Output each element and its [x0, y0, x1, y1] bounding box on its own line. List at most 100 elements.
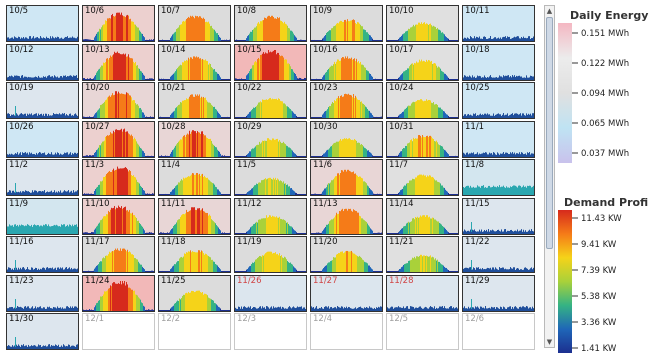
day-cell-10-31[interactable]: 10/31	[386, 120, 459, 158]
day-cell-10-5[interactable]: 10/5	[6, 5, 79, 42]
profile-bar	[38, 152, 39, 157]
day-label: 11/13	[313, 198, 338, 209]
day-cell-10-19[interactable]: 10/19	[6, 82, 79, 119]
profile-bar	[161, 194, 162, 195]
profile-bar	[184, 21, 185, 41]
day-cell-10-20[interactable]: 10/20	[82, 82, 155, 119]
day-cell-10-16[interactable]: 10/16	[310, 43, 383, 81]
profile-bar	[422, 134, 423, 157]
day-cell-10-6[interactable]: 10/6	[82, 5, 155, 42]
day-cell-10-10[interactable]: 10/10	[386, 5, 459, 42]
scroll-thumb[interactable]	[546, 17, 553, 249]
day-cell-11-9[interactable]: 11/9	[6, 197, 79, 235]
day-cell-11-10[interactable]: 11/10	[82, 197, 155, 235]
profile-bar	[317, 271, 318, 272]
day-cell-10-17[interactable]: 10/17	[386, 43, 459, 81]
day-cell-11-29[interactable]: 11/29	[462, 274, 535, 312]
day-cell-10-29[interactable]: 10/29	[234, 120, 307, 158]
day-cell-11-30[interactable]: 11/30	[6, 313, 79, 350]
profile-bar	[532, 113, 533, 118]
profile-bar	[167, 78, 168, 80]
day-cell-11-4[interactable]: 11/4	[158, 159, 231, 196]
profile-bar	[57, 114, 58, 118]
day-cell-11-11[interactable]: 11/11	[158, 197, 231, 235]
day-cell-10-21[interactable]: 10/21	[158, 82, 231, 119]
day-cell-11-12[interactable]: 11/12	[234, 197, 307, 235]
day-cell-10-14[interactable]: 10/14	[158, 43, 231, 81]
day-cell-11-20[interactable]: 11/20	[310, 236, 383, 273]
day-cell-10-24[interactable]: 10/24	[386, 82, 459, 119]
profile-bar	[24, 152, 25, 157]
day-cell-10-25[interactable]: 10/25	[462, 82, 535, 119]
day-cell-11-3[interactable]: 11/3	[82, 159, 155, 196]
profile-bar	[534, 268, 535, 273]
day-cell-12-4[interactable]: 12/4	[310, 313, 383, 350]
day-cell-11-8[interactable]: 11/8	[462, 159, 535, 196]
day-cell-11-2[interactable]: 11/2	[6, 159, 79, 196]
profile-bar	[426, 135, 427, 157]
vertical-scrollbar[interactable]: ▲ ▼	[544, 5, 555, 348]
day-cell-11-17[interactable]: 11/17	[82, 236, 155, 273]
day-cell-11-13[interactable]: 11/13	[310, 197, 383, 235]
profile-bar	[352, 211, 353, 234]
day-cell-11-6[interactable]: 11/6	[310, 159, 383, 196]
profile-bar	[74, 192, 75, 195]
day-cell-10-12[interactable]: 10/12	[6, 43, 79, 81]
day-cell-11-7[interactable]: 11/7	[386, 159, 459, 196]
day-cell-10-22[interactable]: 10/22	[234, 82, 307, 119]
profile-bar	[287, 221, 288, 234]
day-cell-10-15[interactable]: 10/15	[234, 43, 307, 81]
day-cell-10-30[interactable]: 10/30	[310, 120, 383, 158]
day-cell-11-14[interactable]: 11/14	[386, 197, 459, 235]
profile-bar	[490, 308, 491, 311]
day-cell-11-15[interactable]: 11/15	[462, 197, 535, 235]
profile-bar	[70, 151, 71, 157]
profile-bar	[43, 191, 44, 195]
day-cell-10-7[interactable]: 10/7	[158, 5, 231, 42]
day-cell-11-22[interactable]: 11/22	[462, 236, 535, 273]
day-cell-11-19[interactable]: 11/19	[234, 236, 307, 273]
day-cell-11-21[interactable]: 11/21	[386, 236, 459, 273]
day-cell-10-18[interactable]: 10/18	[462, 43, 535, 81]
day-cell-12-5[interactable]: 12/5	[386, 313, 459, 350]
day-cell-11-23[interactable]: 11/23	[6, 274, 79, 312]
day-cell-12-6[interactable]: 12/6	[462, 313, 535, 350]
day-cell-10-8[interactable]: 10/8	[234, 5, 307, 42]
day-cell-12-3[interactable]: 12/3	[234, 313, 307, 350]
profile-bar	[453, 194, 454, 195]
day-cell-11-18[interactable]: 11/18	[158, 236, 231, 273]
profile-bar	[491, 38, 492, 41]
day-cell-10-13[interactable]: 10/13	[82, 43, 155, 81]
profile-bar	[396, 40, 397, 41]
day-cell-11-16[interactable]: 11/16	[6, 236, 79, 273]
day-cell-10-27[interactable]: 10/27	[82, 120, 155, 158]
profile-bar	[293, 190, 294, 195]
profile-bar	[100, 29, 101, 41]
day-cell-11-25[interactable]: 11/25	[158, 274, 231, 312]
profile-bar	[201, 209, 202, 234]
profile-bar	[92, 231, 93, 234]
day-cell-11-1[interactable]: 11/1	[462, 120, 535, 158]
day-cell-11-5[interactable]: 11/5	[234, 159, 307, 196]
profile-bar	[90, 117, 91, 118]
profile-bar	[373, 40, 374, 41]
day-cell-12-1[interactable]: 12/1	[82, 313, 155, 350]
day-cell-12-2[interactable]: 12/2	[158, 313, 231, 350]
day-cell-10-23[interactable]: 10/23	[310, 82, 383, 119]
day-cell-10-28[interactable]: 10/28	[158, 120, 231, 158]
profile-bar	[268, 99, 269, 118]
day-cell-11-24[interactable]: 11/24	[82, 274, 155, 312]
profile-bar	[316, 117, 317, 118]
day-cell-10-11[interactable]: 10/11	[462, 5, 535, 42]
profile-bar	[177, 300, 178, 311]
day-cell-10-9[interactable]: 10/9	[310, 5, 383, 42]
scroll-up-arrow-icon[interactable]: ▲	[546, 7, 553, 15]
profile-bar	[120, 53, 121, 80]
scroll-down-arrow-icon[interactable]: ▼	[546, 338, 553, 346]
day-cell-11-28[interactable]: 11/28	[386, 274, 459, 312]
day-cell-11-26[interactable]: 11/26	[234, 274, 307, 312]
profile-bar	[465, 75, 466, 80]
profile-bar	[452, 117, 453, 118]
day-cell-11-27[interactable]: 11/27	[310, 274, 383, 312]
day-cell-10-26[interactable]: 10/26	[6, 120, 79, 158]
